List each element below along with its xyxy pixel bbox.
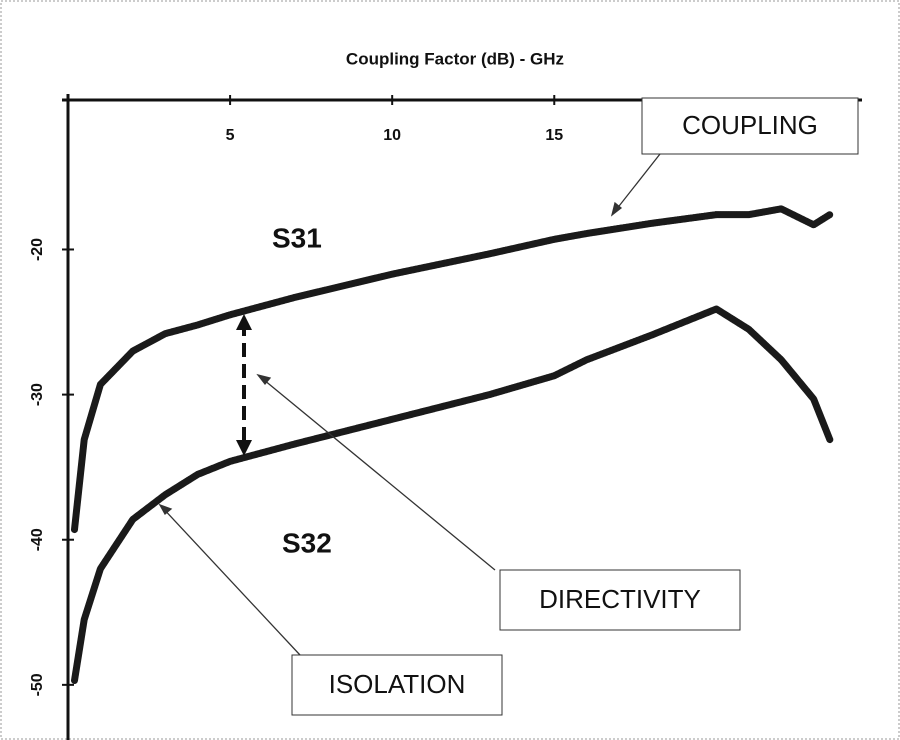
y-tick-label: -40 <box>29 528 46 551</box>
series-label: S31 <box>272 222 322 253</box>
annotation: DIRECTIVITY <box>539 584 701 614</box>
arrow <box>257 374 496 571</box>
arrowhead <box>256 373 272 386</box>
annotation-box <box>291 654 503 716</box>
directivity-marker <box>236 314 252 456</box>
y-tick-label: -30 <box>29 383 46 406</box>
y-tick-label: -20 <box>29 238 46 261</box>
annotation-box <box>499 569 741 631</box>
arrow <box>159 504 301 656</box>
arrows <box>158 153 661 656</box>
chart-title: Coupling Factor (dB) - GHz <box>346 49 564 68</box>
series-line <box>70 305 834 684</box>
annotation: COUPLING <box>682 110 818 140</box>
series-line <box>70 205 834 534</box>
annotation-boxes: COUPLING DIRECTIVITY ISOLATION <box>291 97 859 716</box>
annotation: ISOLATION <box>329 669 466 699</box>
x-tick-label: 15 <box>545 127 563 144</box>
arrowhead <box>610 201 623 217</box>
annotation-box <box>641 97 859 155</box>
x-tick-label: 10 <box>383 127 401 144</box>
arrowhead <box>236 314 252 456</box>
y-tick-label: -50 <box>29 673 46 696</box>
arrow <box>611 153 661 216</box>
series-label: S32 <box>282 527 332 558</box>
arrowhead <box>158 503 173 516</box>
x-tick-label: 5 <box>226 127 235 144</box>
